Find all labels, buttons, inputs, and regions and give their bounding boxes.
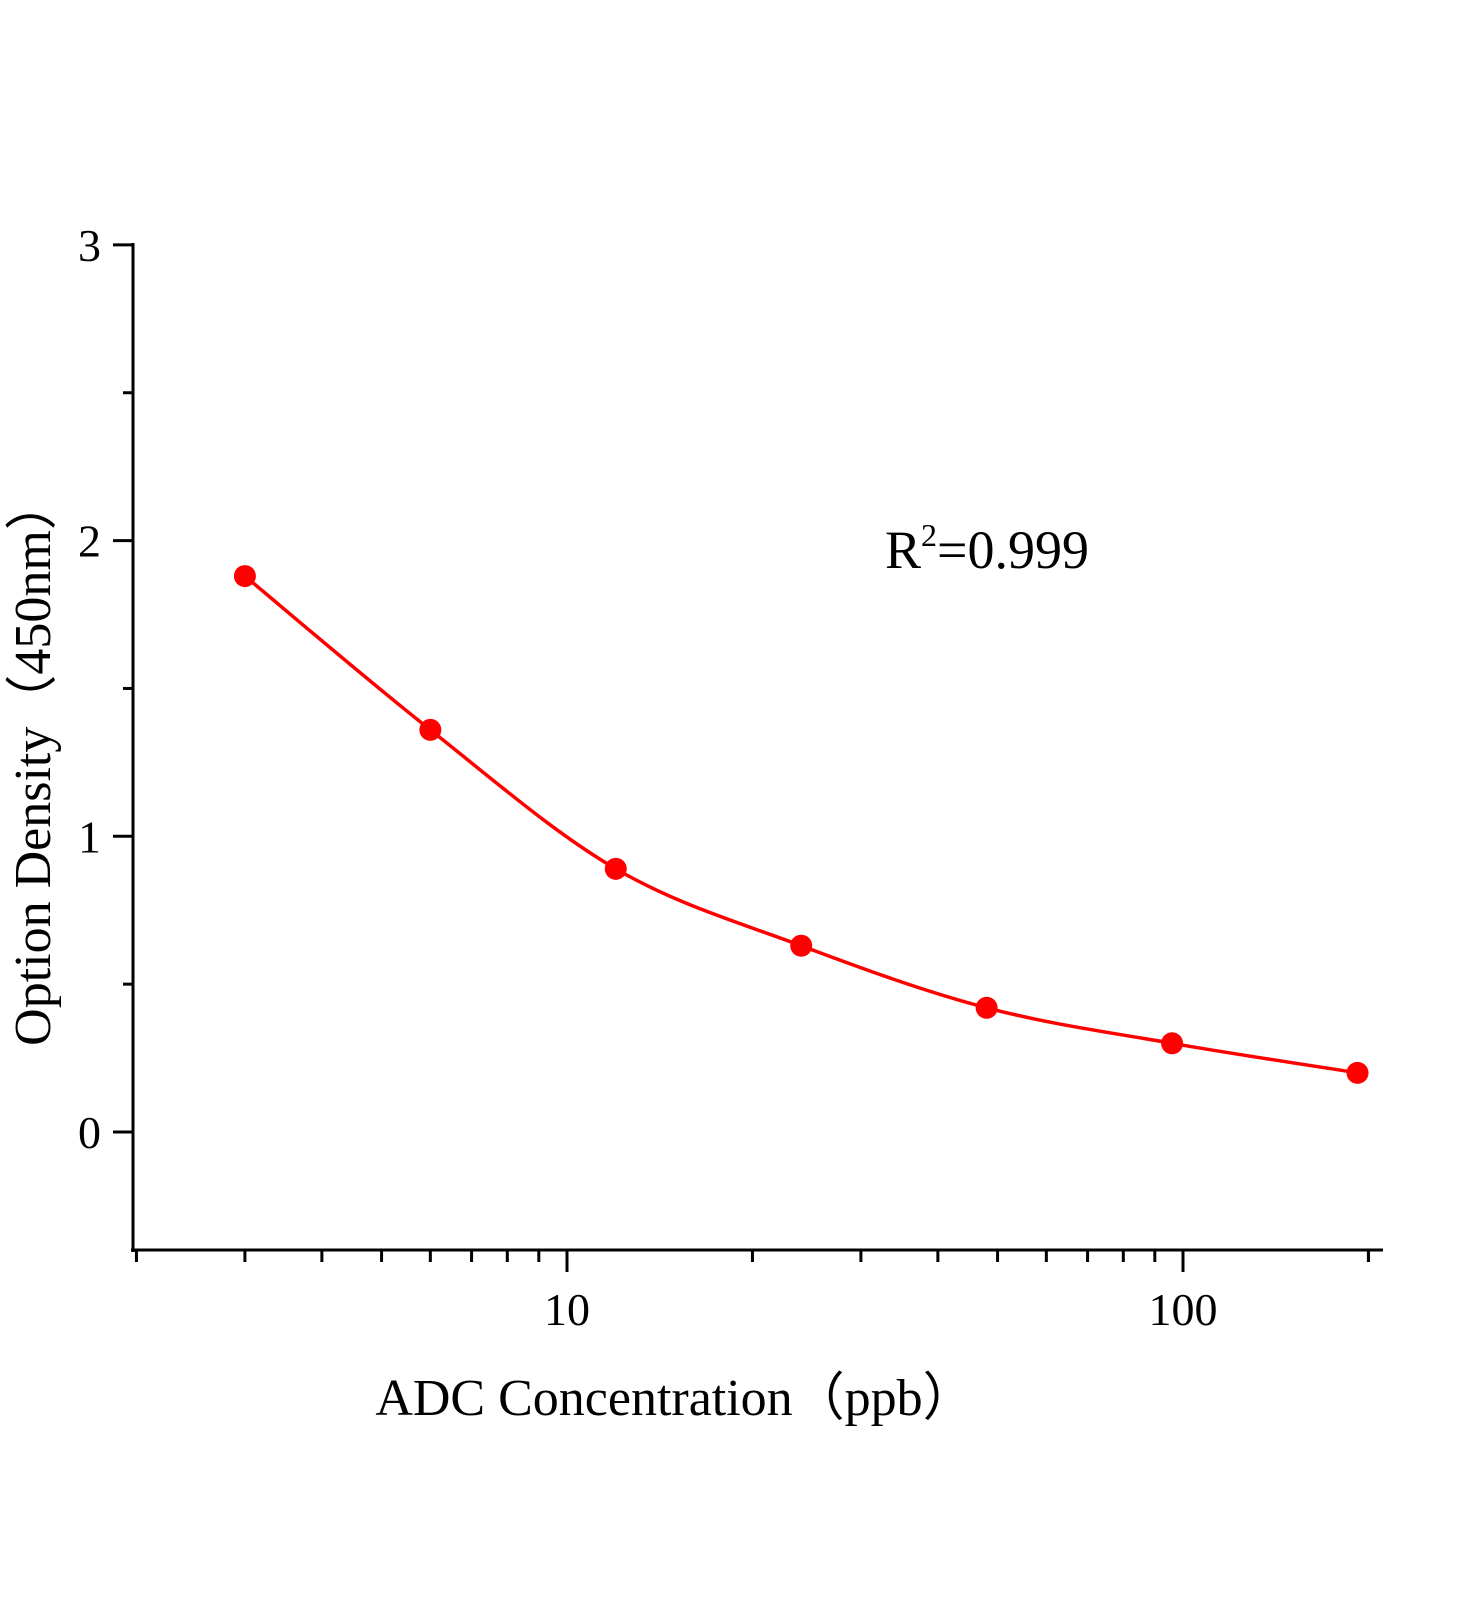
annotation-r-squared: R2=0.999 <box>885 517 1089 580</box>
x-tick-label: 10 <box>544 1284 590 1335</box>
x-tick-label: 100 <box>1149 1284 1218 1335</box>
fit-curve <box>243 574 1358 1075</box>
data-point <box>1161 1032 1184 1055</box>
data-point <box>604 857 627 880</box>
data-point <box>419 718 442 741</box>
y-tick-label: 0 <box>78 1107 101 1158</box>
data-marks <box>233 565 1369 1084</box>
data-point <box>1346 1061 1369 1084</box>
axes: 0 1 2 3 10 100 <box>78 220 1383 1335</box>
y-tick-label: 1 <box>78 811 101 862</box>
data-point <box>233 565 256 588</box>
y-tick-label: 2 <box>78 516 101 567</box>
x-axis-label: ADC Concentration（ppb） <box>375 1370 974 1427</box>
data-point <box>790 934 813 957</box>
data-point <box>975 996 998 1019</box>
y-tick-label: 3 <box>78 220 101 271</box>
y-axis-label: Option Density（450nm） <box>5 478 62 1046</box>
